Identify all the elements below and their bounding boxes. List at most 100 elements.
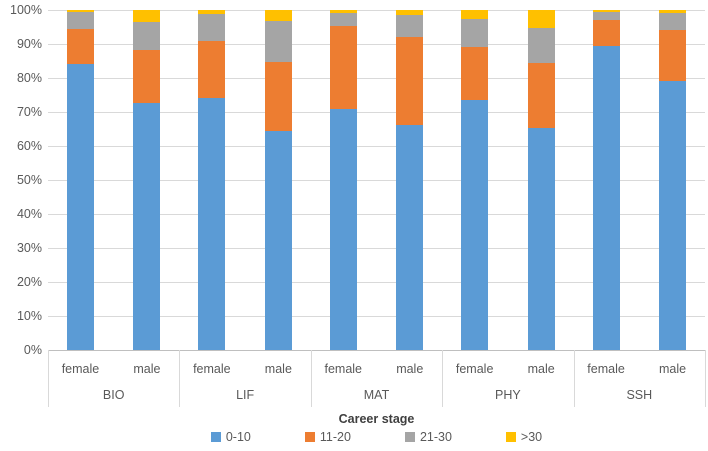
gridline — [48, 44, 705, 45]
x-tick-label-female: female — [587, 362, 625, 376]
bar-segment-1120 — [461, 47, 489, 101]
legend-label: 21-30 — [419, 430, 452, 444]
bar-segment-2130 — [527, 28, 555, 63]
bar-lif-female — [198, 10, 226, 350]
bar-segment-2130 — [66, 12, 94, 30]
bar-segment-010 — [659, 81, 687, 350]
bar-segment-1120 — [527, 62, 555, 128]
legend-title: Career stage — [338, 412, 415, 426]
bar-segment-1120 — [329, 25, 357, 109]
bar-segment-010 — [329, 108, 357, 350]
bar-lif-male — [264, 10, 292, 350]
bar-segment-010 — [66, 64, 94, 350]
bar-segment-1120 — [396, 36, 424, 125]
bar-segment-1120 — [264, 62, 292, 132]
bar-mat-male — [396, 10, 424, 350]
x-tick-label-male: male — [396, 362, 424, 376]
bar-segment-010 — [592, 46, 620, 350]
x-tick-label-male: male — [658, 362, 687, 376]
category-separator — [48, 350, 49, 407]
bar-segment-30 — [133, 10, 161, 22]
category-separator — [573, 350, 575, 407]
bar-segment-1120 — [198, 40, 226, 99]
x-tick-label-male: male — [133, 362, 161, 376]
gridline — [48, 10, 705, 11]
y-tick-label: 70% — [16, 105, 42, 119]
y-tick-label: 80% — [16, 71, 42, 85]
legend-item-30: >30 — [505, 430, 543, 444]
gridline — [48, 146, 705, 147]
y-tick-label: 20% — [16, 275, 42, 289]
bar-segment-010 — [264, 131, 292, 350]
bar-segment-30 — [527, 10, 555, 29]
bar-bio-female — [66, 10, 94, 350]
plot-area — [48, 10, 705, 350]
x-tick-label-female: female — [193, 362, 231, 376]
bar-segment-010 — [198, 98, 226, 350]
bar-segment-30 — [396, 10, 424, 15]
bar-segment-010 — [396, 124, 424, 350]
legend-label: 11-20 — [319, 430, 351, 444]
bar-segment-1120 — [66, 29, 94, 65]
bar-segment-30 — [592, 10, 620, 13]
bar-segment-2130 — [329, 12, 357, 26]
bar-segment-2130 — [264, 21, 292, 63]
bar-segment-010 — [527, 127, 555, 350]
x-tick-label-male: male — [264, 362, 292, 376]
y-tick-label: 90% — [16, 37, 42, 51]
y-tick-label: 0% — [23, 343, 42, 357]
y-tick-label: 100% — [10, 3, 42, 17]
bar-segment-010 — [133, 102, 161, 350]
bar-segment-1120 — [133, 50, 161, 103]
y-tick-label: 30% — [16, 241, 42, 255]
bar-segment-30 — [66, 10, 94, 13]
x-tick-label-female: female — [455, 362, 494, 376]
x-tick-label-female: female — [324, 362, 363, 376]
bar-segment-30 — [659, 10, 687, 14]
bar-segment-2130 — [659, 13, 687, 30]
bar-segment-30 — [264, 10, 292, 22]
gridline — [48, 180, 705, 181]
category-separator — [442, 350, 444, 407]
legend-label: 0-10 — [225, 430, 251, 444]
bar-segment-2130 — [133, 21, 161, 51]
category-separator — [705, 350, 706, 407]
bar-segment-30 — [461, 10, 489, 19]
category-separator — [310, 350, 312, 407]
bar-ssh-male — [659, 10, 687, 350]
gridline — [48, 214, 705, 215]
legend-item-010: 0-10 — [210, 430, 251, 444]
group-label-mat: MAT — [363, 388, 390, 402]
bar-segment-30 — [198, 10, 226, 15]
bar-segment-010 — [461, 100, 489, 350]
legend-item-2130: 21-30 — [404, 430, 452, 444]
x-axis-line — [48, 350, 705, 351]
group-label-lif: LIF — [236, 388, 255, 402]
gridline — [48, 248, 705, 249]
bar-ssh-female — [592, 10, 620, 350]
category-separator — [179, 350, 181, 407]
legend-label: >30 — [520, 430, 543, 444]
legend: Career stage 0-10 11-20 21-30 >30 — [48, 412, 705, 444]
bar-segment-2130 — [198, 14, 226, 41]
legend-swatch-icon — [505, 432, 516, 442]
group-label-phy: PHY — [495, 388, 521, 402]
y-tick-label: 60% — [16, 139, 42, 153]
y-tick-label: 50% — [16, 173, 42, 187]
legend-swatch-icon — [304, 432, 315, 442]
bar-mat-female — [329, 10, 357, 350]
gridline — [48, 316, 705, 317]
legend-items: 0-10 11-20 21-30 >30 — [48, 430, 705, 444]
group-label-ssh: SSH — [626, 388, 653, 402]
gridline — [48, 78, 705, 79]
bar-segment-1120 — [592, 19, 620, 47]
bar-segment-30 — [329, 10, 357, 13]
bar-segment-1120 — [659, 29, 687, 82]
bar-segment-2130 — [461, 18, 489, 48]
bar-segment-2130 — [396, 14, 424, 37]
x-tick-label-female: female — [61, 362, 100, 376]
y-tick-label: 10% — [16, 309, 42, 323]
legend-swatch-icon — [404, 432, 415, 442]
bar-phy-female — [461, 10, 489, 350]
